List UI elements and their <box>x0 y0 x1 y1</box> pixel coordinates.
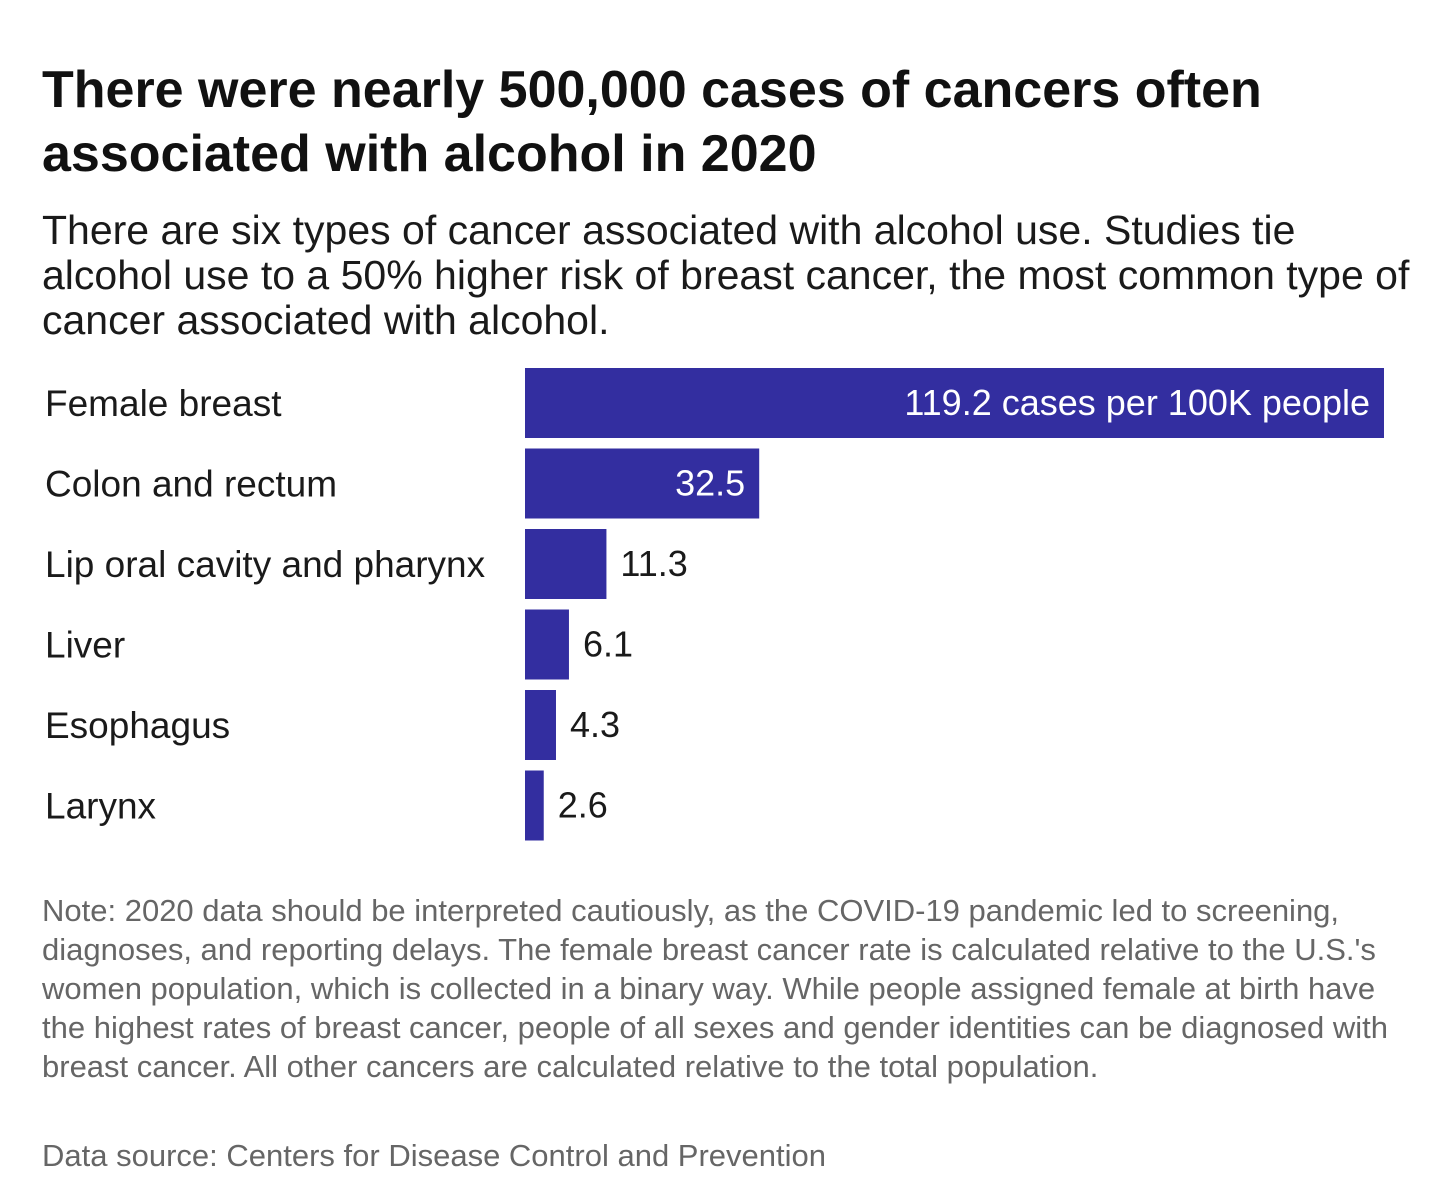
bar-female-breast <box>525 368 1384 438</box>
bar-esophagus <box>525 690 556 760</box>
category-label-lip-oral-cavity-and-pharynx: Lip oral cavity and pharynx <box>45 544 486 585</box>
value-label-colon-and-rectum: 32.5 <box>675 463 745 504</box>
category-label-esophagus: Esophagus <box>45 705 230 746</box>
chart-note: Note: 2020 data should be interpreted ca… <box>42 893 1388 1084</box>
category-label-colon-and-rectum: Colon and rectum <box>45 464 337 505</box>
value-label-larynx: 2.6 <box>558 785 608 826</box>
value-label-female-breast: 119.2 cases per 100K people <box>904 382 1370 423</box>
category-label-female-breast: Female breast <box>45 383 282 424</box>
category-label-larynx: Larynx <box>45 786 157 827</box>
value-label-esophagus: 4.3 <box>570 704 620 745</box>
bar-chart: Female breast 119.2 cases per 100K people… <box>45 368 1384 841</box>
bar-larynx <box>525 770 544 841</box>
chart-title: There were nearly 500,000 cases of cance… <box>42 61 1262 183</box>
bar-colon-and-rectum <box>525 448 760 519</box>
chart-subtitle: There are six types of cancer associated… <box>42 207 1410 343</box>
value-label-liver: 6.1 <box>583 624 633 665</box>
data-source: Data source: Centers for Disease Control… <box>42 1138 827 1173</box>
category-label-liver: Liver <box>45 625 125 666</box>
value-label-lip-oral-cavity-and-pharynx: 11.3 <box>620 543 687 584</box>
bar-liver <box>525 609 569 680</box>
bar-lip-oral-cavity-and-pharynx <box>525 529 607 599</box>
